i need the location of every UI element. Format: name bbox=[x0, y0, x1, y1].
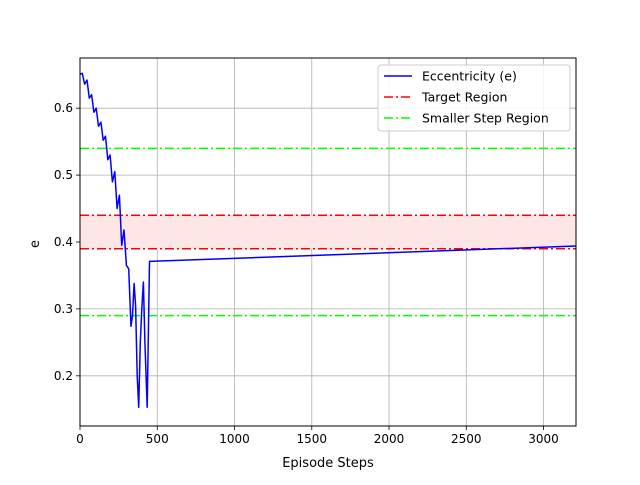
y-tick-label: 0.2 bbox=[54, 369, 73, 383]
x-tick-label: 3000 bbox=[528, 432, 559, 446]
legend-box bbox=[377, 64, 571, 132]
y-tick-label: 0.6 bbox=[54, 101, 73, 115]
legend-label: Smaller Step Region bbox=[422, 111, 549, 126]
x-tick-label: 1000 bbox=[219, 432, 250, 446]
x-tick-label: 2500 bbox=[451, 432, 482, 446]
y-tick-label: 0.4 bbox=[54, 235, 73, 249]
series-line bbox=[79, 72, 577, 409]
y-tick-label: 0.3 bbox=[54, 302, 73, 316]
y-tick-label: 0.5 bbox=[54, 168, 73, 182]
x-tick-label: 500 bbox=[146, 432, 169, 446]
x-tick-label: 0 bbox=[76, 432, 84, 446]
target-band bbox=[80, 215, 576, 249]
target-region-band bbox=[80, 215, 576, 249]
x-axis-ticks: 0 500 1000 1500 2000 2500 3000 bbox=[76, 426, 559, 446]
y-axis-ticks: 0.2 0.3 0.4 0.5 0.6 bbox=[54, 101, 80, 383]
legend-label: Target Region bbox=[421, 90, 507, 105]
legend: Eccentricity (e) Target Region Smaller Ste… bbox=[377, 64, 571, 132]
x-tick-label: 1500 bbox=[297, 432, 328, 446]
legend-label: Eccentricity (e) bbox=[422, 69, 517, 84]
x-tick-label: 2000 bbox=[374, 432, 405, 446]
y-axis-label: e bbox=[28, 240, 43, 248]
data-series bbox=[79, 72, 577, 409]
x-axis-label: Episode Steps bbox=[282, 456, 374, 471]
